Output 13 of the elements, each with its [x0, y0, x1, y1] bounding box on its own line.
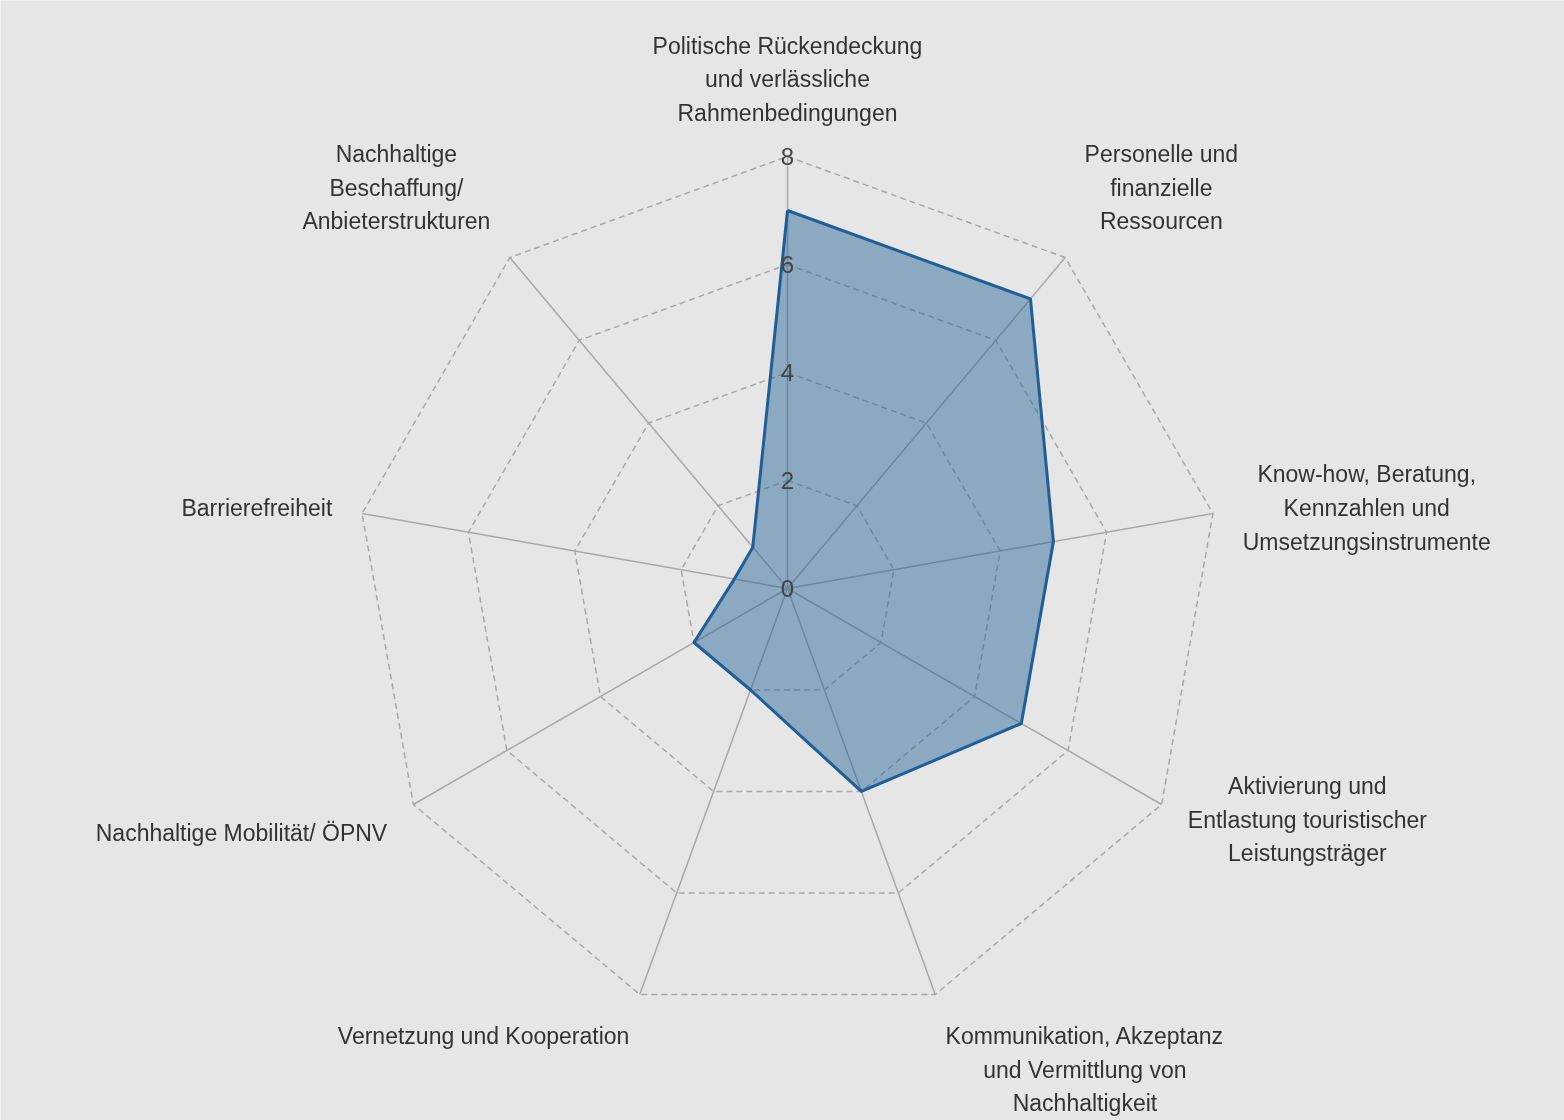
y-tick-label: 8 — [780, 143, 795, 170]
y-tick-label: 2 — [780, 467, 795, 494]
spoke-label: Know-how, Beratung, Kennzahlen und Umsetzungsinstrumente — [1242, 461, 1491, 556]
spoke-label: Personelle und finanzielle Ressourcen — [1084, 140, 1239, 235]
y-tick-label: 4 — [780, 359, 795, 386]
spoke-label: Aktivierung und Entlastung touristischer Leistungsträger — [1187, 772, 1428, 867]
spoke-label: Politische Rückendeckung und verlässliche Rahmenbedingungen — [652, 32, 923, 127]
y-tick-label: 0 — [780, 575, 795, 602]
spoke-label: Barrierefreiheit — [181, 495, 333, 522]
spoke-label: Nachhaltige Beschaffung/ Anbieterstrukturen — [302, 140, 491, 235]
spoke-label: Vernetzung und Kooperation — [337, 1022, 630, 1049]
spoke-label: Kommunikation, Akzeptanz und Vermittlung von Nachhaltigkeit — [945, 1022, 1224, 1117]
spoke-label: Nachhaltige Mobilität/ ÖPNV — [95, 819, 388, 846]
